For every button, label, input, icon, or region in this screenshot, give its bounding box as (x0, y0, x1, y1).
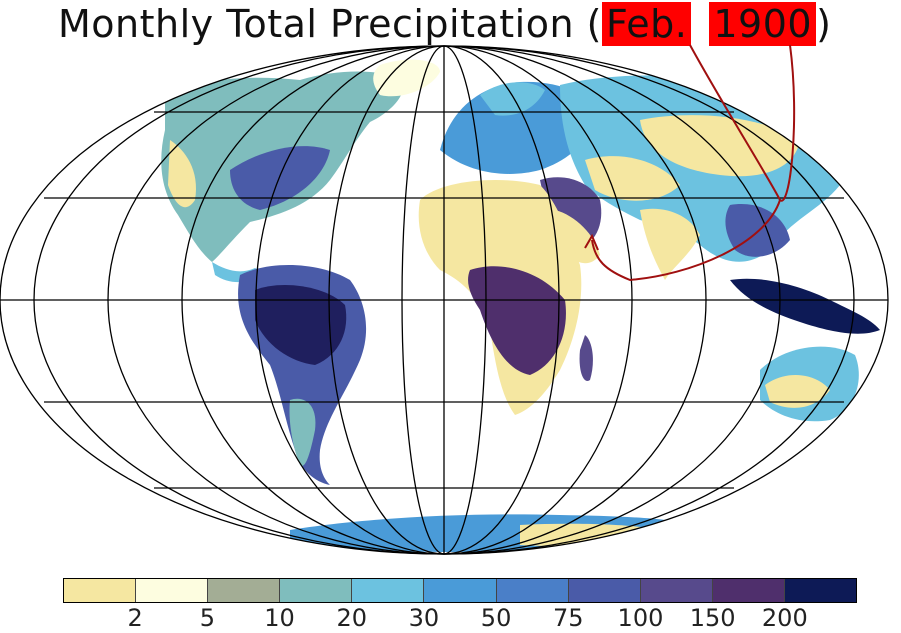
precipitation-legend-bar (63, 578, 857, 603)
legend-swatch (352, 579, 425, 602)
land-scandinavia (480, 82, 545, 116)
title-open-paren: ( (586, 2, 602, 46)
legend-swatch (208, 579, 281, 602)
legend-swatch (496, 579, 569, 602)
legend-swatch (712, 579, 785, 602)
legend-tick-label: 20 (336, 604, 367, 632)
legend-swatch (784, 579, 857, 602)
legend-swatch (136, 579, 209, 602)
land-australia-dry (765, 374, 830, 408)
title-year-highlight: 1900 (709, 2, 817, 46)
land-siberia-dry (640, 115, 800, 177)
legend-tick-label: 150 (689, 604, 736, 632)
legend-tick-label: 5 (199, 604, 215, 632)
annotation-arrow (584, 44, 796, 282)
land-indonesia (730, 278, 880, 334)
map-title: Monthly Total Precipitation (Feb. 1900) (58, 0, 831, 48)
land-new-zealand (860, 418, 888, 445)
legend-tick-label: 75 (552, 604, 584, 632)
land-central-africa (468, 266, 566, 375)
legend-tick-label: 100 (617, 604, 664, 632)
legend-tick-label: 2 (127, 604, 143, 632)
precipitation-legend-ticks: 2 5 10 20 30 50 75 100 150 200 (0, 604, 901, 632)
title-text: Monthly Total Precipitation (58, 2, 575, 46)
legend-tick-label: 30 (408, 604, 440, 632)
legend-tick-label: 50 (480, 604, 512, 632)
legend-swatch (64, 579, 137, 602)
legend-swatch (424, 579, 497, 602)
map-graticule (0, 45, 889, 555)
legend-swatch (640, 579, 713, 602)
land-madagascar (579, 335, 593, 381)
land-amazon (255, 285, 347, 365)
legend-tick-label: 200 (761, 604, 808, 632)
land-north-america-dry (168, 140, 196, 208)
title-close-paren: ) (816, 2, 832, 46)
land-greenland (373, 59, 440, 97)
legend-tick-label: 10 (264, 604, 295, 632)
legend-swatch (280, 579, 353, 602)
title-month-highlight: Feb. (602, 2, 692, 46)
land-regions (161, 59, 888, 552)
land-patagonia (289, 398, 316, 466)
land-india (640, 208, 700, 280)
land-north-america-wet (230, 146, 330, 210)
land-europe (440, 81, 600, 174)
world-precipitation-map (0, 44, 889, 555)
land-central-asia (585, 156, 680, 201)
legend-swatch (568, 579, 641, 602)
